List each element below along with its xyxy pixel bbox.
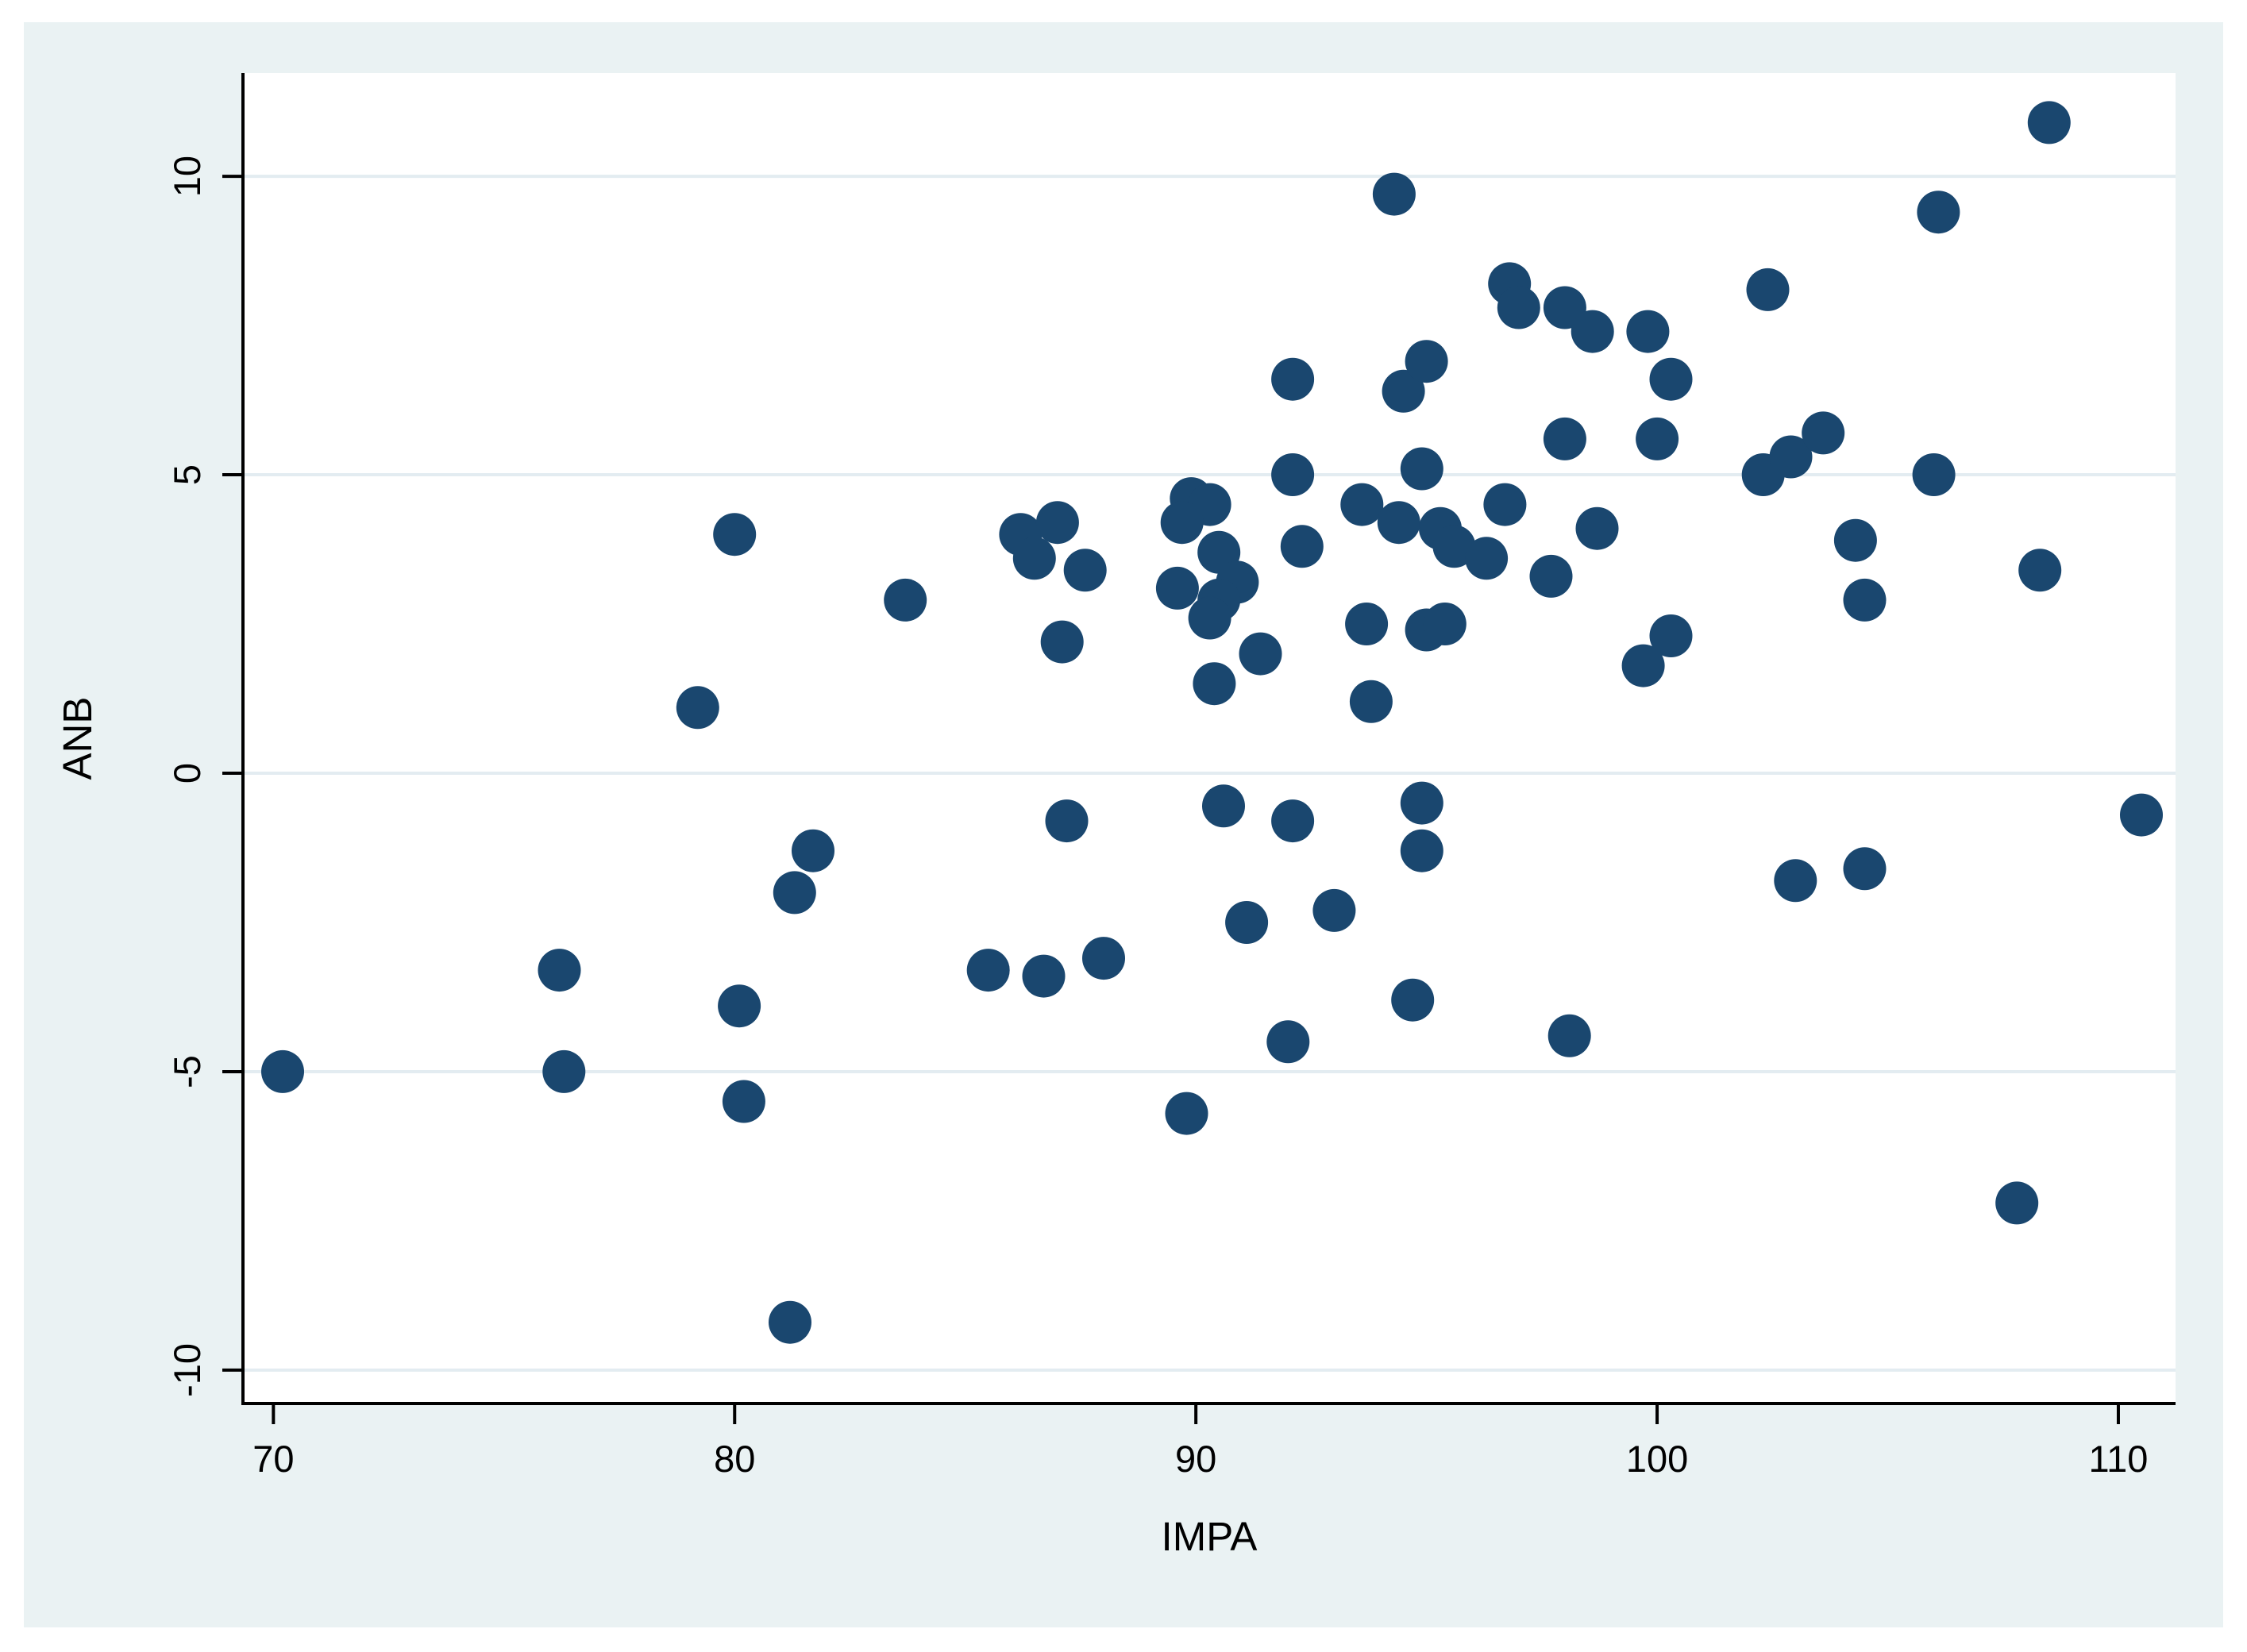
data-point: [713, 513, 757, 556]
data-point: [1312, 888, 1356, 932]
data-point: [1022, 954, 1066, 998]
y-tick-label--10: -10: [166, 1343, 208, 1397]
data-point: [1833, 518, 1877, 562]
data-point: [1543, 417, 1586, 460]
data-point: [1391, 978, 1435, 1022]
data-point: [1271, 799, 1315, 843]
data-point: [1400, 447, 1443, 491]
data-point: [1193, 662, 1236, 706]
data-point: [1400, 829, 1443, 872]
data-point: [1345, 603, 1389, 645]
data-point: [1649, 357, 1693, 401]
data-point: [1377, 501, 1420, 545]
data-point: [1917, 191, 1960, 234]
y-tick-label-5: 5: [166, 464, 208, 485]
data-point: [966, 949, 1010, 992]
data-point: [884, 578, 927, 622]
x-tick-label-90: 90: [1175, 1438, 1216, 1480]
data-point: [1040, 620, 1084, 664]
y-axis-title: ANB: [55, 697, 100, 780]
data-point: [1372, 172, 1416, 216]
y-tick-label-10: 10: [166, 156, 208, 197]
data-point: [1012, 537, 1056, 580]
figure-canvas: -10 -5 0 5 10 70 80 90 100 110 IMPA ANB: [24, 22, 2223, 1627]
data-point: [1497, 286, 1540, 329]
data-point: [1382, 369, 1425, 413]
data-point: [1649, 614, 1693, 657]
data-point: [792, 829, 834, 872]
data-point: [2027, 101, 2071, 144]
axes: [241, 73, 2176, 1405]
data-point: [1543, 286, 1586, 329]
data-point: [1774, 859, 1817, 903]
tick-marks: -10 -5 0 5 10 70 80 90 100 110: [166, 156, 2148, 1480]
data-point: [1349, 680, 1393, 723]
x-tick-label-110: 110: [2088, 1438, 2148, 1480]
data-point: [1188, 596, 1231, 640]
data-point: [1423, 603, 1467, 645]
data-point: [1280, 525, 1324, 568]
data-point: [1626, 310, 1670, 353]
y-tick-label-0: 0: [166, 763, 208, 784]
y-tick-label--5: -5: [166, 1055, 208, 1088]
data-point: [1843, 578, 1887, 622]
data-point: [1432, 525, 1476, 568]
data-point: [1225, 901, 1269, 944]
data-point: [1165, 1092, 1208, 1135]
data-point: [2120, 793, 2163, 837]
data-point: [1843, 847, 1887, 891]
data-point: [1035, 501, 1079, 545]
data-point: [1912, 453, 1956, 496]
data-point: [1995, 1181, 2039, 1225]
data-point: [1483, 483, 1527, 526]
data-point: [1239, 632, 1282, 676]
data-point: [1621, 644, 1665, 687]
data-point: [1802, 411, 1845, 455]
scatter-plot: -10 -5 0 5 10 70 80 90 100 110 IMPA ANB: [55, 73, 2176, 1559]
data-point: [1575, 506, 1619, 550]
x-tick-label-70: 70: [252, 1438, 294, 1480]
data-point: [1769, 435, 1813, 479]
plot-area: [243, 73, 2176, 1404]
data-point: [1202, 784, 1245, 828]
data-point: [718, 984, 761, 1028]
data-point: [773, 871, 816, 915]
data-points: [261, 101, 2163, 1344]
data-point: [542, 1049, 586, 1093]
data-point: [1400, 781, 1443, 825]
data-point: [1271, 357, 1315, 401]
data-point: [1045, 799, 1089, 843]
data-point: [1746, 268, 1790, 311]
x-tick-label-80: 80: [714, 1438, 755, 1480]
x-axis-title: IMPA: [1162, 1514, 1258, 1559]
data-point: [1063, 549, 1107, 592]
x-tick-label-100: 100: [1626, 1438, 1688, 1480]
data-point: [1271, 453, 1315, 496]
data-point: [261, 1049, 304, 1093]
data-point: [1547, 1014, 1591, 1057]
data-point: [1340, 483, 1384, 526]
data-point: [1266, 1020, 1310, 1064]
data-point: [1529, 554, 1573, 598]
data-point: [2018, 549, 2062, 592]
data-point: [1465, 537, 1509, 580]
data-point: [676, 686, 719, 730]
data-point: [538, 949, 581, 992]
data-point: [1160, 501, 1204, 545]
data-point: [1571, 310, 1614, 353]
data-point: [1155, 566, 1199, 610]
data-point: [769, 1300, 811, 1344]
data-point: [722, 1080, 765, 1123]
data-point: [1636, 417, 1679, 460]
data-point: [1082, 937, 1125, 980]
data-point: [1405, 340, 1448, 383]
